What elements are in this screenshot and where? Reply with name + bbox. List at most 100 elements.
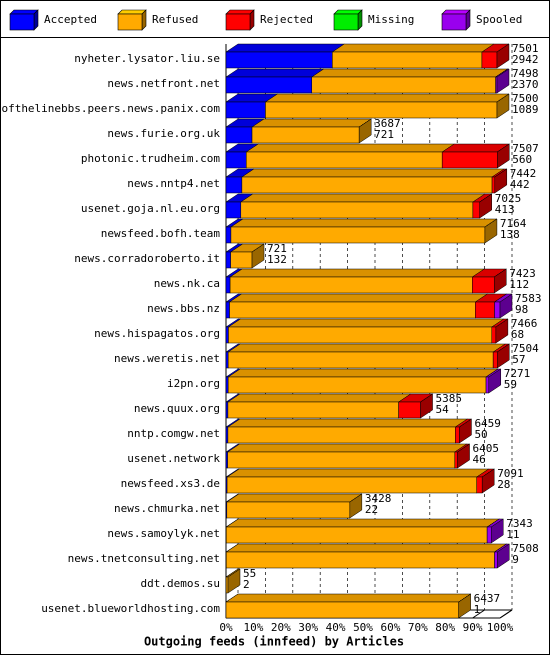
bar [226,526,488,544]
accepted-label: 46 [473,453,486,466]
bar-side [496,43,510,69]
legend-swatch-top [225,9,255,15]
bar [229,301,476,319]
bar [227,351,494,369]
legend-swatch-top [117,9,147,15]
accepted-label: 22 [365,503,378,516]
accepted-label: 98 [515,303,528,316]
tick-mark [472,609,485,619]
x-tick-label: 10% [243,621,263,634]
bar [492,351,498,369]
accepted-label: 721 [374,128,394,141]
y-tick-label: news.hispagatos.org [94,327,220,340]
bar [494,301,501,319]
bar [227,426,456,444]
bar-top [225,493,363,503]
bar-side [457,443,470,469]
accepted-label: 1089 [512,103,538,116]
x-tick-label: 0% [219,621,233,634]
bar [230,226,486,244]
legend-swatch [117,13,143,31]
bar-side [251,243,265,269]
legend-swatch [9,13,35,31]
bar [455,426,460,444]
legend-swatch-top [9,9,39,15]
bar-top [245,143,456,153]
chart-title: Outgoing feeds (innfeed) by Articles [144,635,404,649]
total-label: 7498 [512,67,538,80]
bar-top [227,418,469,428]
bar [225,426,229,444]
bar [475,301,495,319]
bar [225,201,242,219]
accepted-label: 560 [512,153,532,166]
accepted-label: 2942 [512,53,538,66]
legend-swatch-side [249,9,255,31]
bar [225,351,229,369]
bar-side [496,68,510,94]
bar [225,301,230,319]
bar-side [479,193,492,219]
total-label: 6405 [473,442,500,455]
bar [225,576,229,594]
bar-side [349,493,363,519]
bar [226,551,495,569]
y-tick-label: photonic.trudheim.com [81,152,220,165]
accepted-label: 2 [243,578,250,591]
legend-label: Rejected [260,13,313,26]
total-label: 7423 [509,267,535,280]
legend-label: Missing [368,13,414,26]
bar-top [225,543,508,553]
bar-side [499,293,513,319]
x-tick-label: 40% [326,621,346,634]
bar-top [264,93,510,103]
accepted-label: 442 [510,178,530,191]
bar-side [458,593,471,619]
y-tick-label: i2pn.org [167,377,220,390]
bar-side [497,543,510,569]
total-label: 7343 [506,517,533,530]
bar [225,51,333,69]
accepted-label: 138 [500,228,520,241]
bar-top [225,593,472,603]
bar-top [226,443,468,453]
bar-side [227,568,241,594]
bar-side [488,368,502,394]
bar-side [496,93,510,119]
total-label: 3687 [374,117,401,130]
accepted-label: 413 [495,203,515,216]
x-tick-label: 80% [435,621,455,634]
bar [476,476,483,494]
y-tick-label: news.nntp4.net [127,177,220,190]
bar-top [239,193,486,203]
bar [229,276,473,294]
accepted-label: 132 [267,253,287,266]
total-label: 721 [267,242,287,255]
bar [491,326,497,344]
bar-side [493,268,507,294]
y-tick-label: news.netfront.net [107,77,220,90]
bar-side [459,418,472,444]
bar-side [495,318,509,344]
bar [491,176,496,194]
bar [225,101,266,119]
total-label: 5385 [436,392,463,405]
y-tick-label: usenet.goja.nl.eu.org [81,202,220,215]
bar [472,201,480,219]
total-label: 7508 [512,542,539,555]
bar [227,401,399,419]
x-tick-label: 30% [298,621,318,634]
bar [225,76,313,94]
bar [240,201,474,219]
y-tick-label: endofthelinebbs.peers.news.panix.com [0,102,220,115]
bar-side [484,218,498,244]
accepted-label: 112 [509,278,529,291]
total-label: 7164 [500,217,527,230]
bar-side [358,118,372,144]
tick-mark [499,609,513,619]
bar-top [331,43,495,53]
bar [241,176,493,194]
total-label: 7271 [504,367,531,380]
bar [251,126,360,144]
